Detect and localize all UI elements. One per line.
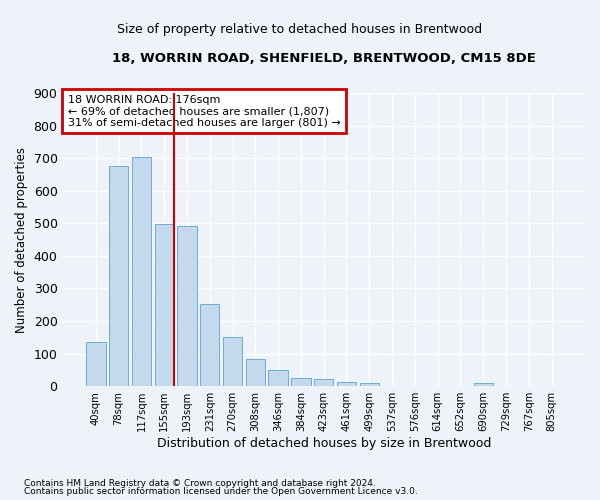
Bar — [86, 342, 106, 386]
Bar — [132, 157, 151, 386]
Bar — [109, 166, 128, 386]
Text: 18 WORRIN ROAD: 176sqm
← 69% of detached houses are smaller (1,807)
31% of semi-: 18 WORRIN ROAD: 176sqm ← 69% of detached… — [68, 94, 340, 128]
Bar — [178, 226, 197, 386]
Bar — [291, 378, 311, 386]
Text: Contains public sector information licensed under the Open Government Licence v3: Contains public sector information licen… — [24, 487, 418, 496]
Text: Contains HM Land Registry data © Crown copyright and database right 2024.: Contains HM Land Registry data © Crown c… — [24, 478, 376, 488]
Bar — [223, 338, 242, 386]
Bar — [473, 383, 493, 386]
Bar — [155, 224, 174, 386]
Bar — [314, 380, 334, 386]
Bar — [337, 382, 356, 386]
Text: Size of property relative to detached houses in Brentwood: Size of property relative to detached ho… — [118, 22, 482, 36]
Bar — [359, 383, 379, 386]
X-axis label: Distribution of detached houses by size in Brentwood: Distribution of detached houses by size … — [157, 437, 491, 450]
Bar — [268, 370, 288, 386]
Bar — [245, 358, 265, 386]
Bar — [200, 304, 220, 386]
Y-axis label: Number of detached properties: Number of detached properties — [15, 146, 28, 332]
Title: 18, WORRIN ROAD, SHENFIELD, BRENTWOOD, CM15 8DE: 18, WORRIN ROAD, SHENFIELD, BRENTWOOD, C… — [112, 52, 536, 66]
